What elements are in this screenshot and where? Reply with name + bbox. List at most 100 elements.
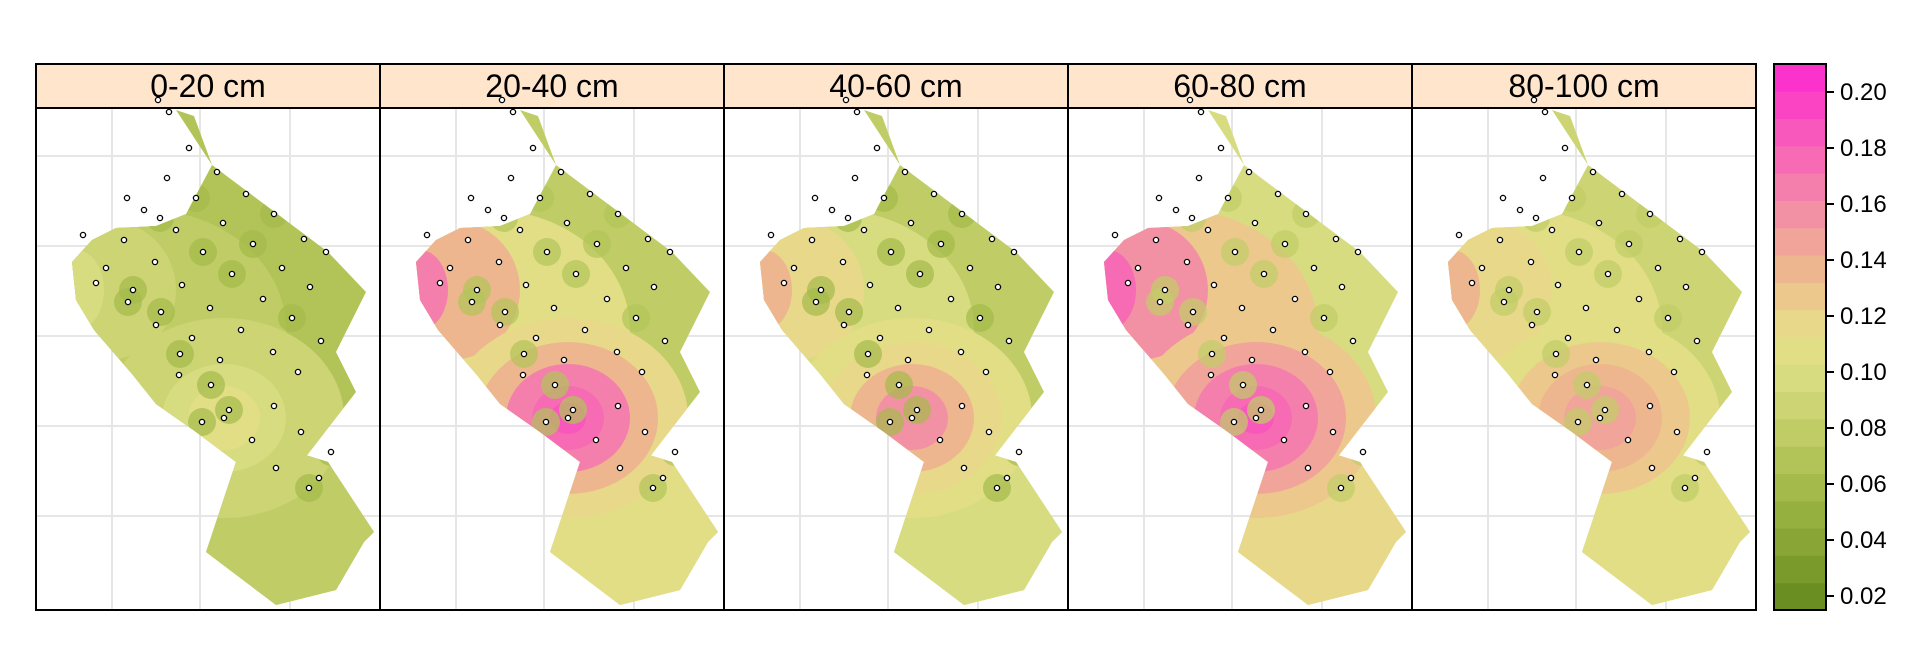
sample-point — [1302, 402, 1310, 410]
sample-point — [1478, 264, 1486, 272]
colorkey-tick-label: 0.20 — [1840, 79, 1887, 106]
sample-point — [542, 418, 550, 426]
sample-point — [1257, 406, 1265, 414]
colorkey-swatch — [1774, 582, 1826, 611]
sample-point — [572, 270, 580, 278]
sample-point — [901, 168, 909, 176]
sample-point — [140, 206, 148, 214]
sample-point — [894, 304, 902, 312]
sample-point — [206, 304, 214, 312]
sample-point — [1654, 264, 1662, 272]
sample-point — [886, 418, 894, 426]
sample-point — [1359, 448, 1367, 456]
colorkey-swatch — [1774, 528, 1826, 556]
sample-point — [887, 248, 895, 256]
field-contour — [760, 250, 792, 330]
colorkey-tick-label: 0.06 — [1840, 471, 1887, 498]
sample-point — [557, 168, 565, 176]
sample-point — [551, 381, 559, 389]
sample-point — [92, 279, 100, 287]
sample-point — [509, 108, 517, 116]
colorkey-swatch — [1774, 255, 1826, 283]
sample-point — [1156, 298, 1164, 306]
sample-point — [1003, 474, 1011, 482]
sample-point — [532, 334, 540, 342]
sample-point — [270, 402, 278, 410]
sample-point — [1347, 474, 1355, 482]
sample-point — [569, 406, 577, 414]
sample-point — [529, 144, 537, 152]
sample-point — [1230, 418, 1238, 426]
sample-point — [1184, 321, 1192, 329]
sample-point — [249, 240, 257, 248]
sample-point — [1582, 304, 1590, 312]
sample-point — [306, 283, 314, 291]
sample-point — [840, 321, 848, 329]
sample-point — [1574, 418, 1582, 426]
sample-point — [1552, 350, 1560, 358]
sample-point — [907, 219, 915, 227]
sample-point — [985, 428, 993, 436]
sample-point — [603, 295, 611, 303]
sample-point — [152, 321, 160, 329]
colorkey-swatch — [1774, 227, 1826, 256]
colorkey: 0.02 0.04 0.06 0.08 0.10 0.12 0.14 0.16 0.18 0.20 — [1773, 63, 1887, 611]
sample-point — [860, 226, 868, 234]
sample-point — [1635, 295, 1643, 303]
sample-point — [1329, 428, 1337, 436]
sample-point — [817, 286, 825, 294]
sample-point — [123, 194, 131, 202]
sample-point — [1589, 168, 1597, 176]
sample-point — [1337, 484, 1345, 492]
sample-point — [1217, 144, 1225, 152]
sample-point — [864, 350, 872, 358]
sample-point — [1601, 406, 1609, 414]
sample-point — [853, 108, 861, 116]
sample-point — [649, 484, 657, 492]
sample-point — [213, 168, 221, 176]
sample-point — [498, 96, 506, 104]
sample-point — [632, 314, 640, 322]
sample-point — [1693, 337, 1701, 345]
sample-point — [446, 264, 454, 272]
sample-point — [958, 210, 966, 218]
field-contour — [416, 250, 448, 330]
colorkey-swatch — [1774, 118, 1826, 147]
sample-point — [1539, 174, 1547, 182]
sample-point — [593, 240, 601, 248]
sample-point — [1172, 206, 1180, 214]
sample-point — [259, 295, 267, 303]
colorkey-swatch — [1774, 500, 1826, 529]
sample-point — [845, 308, 853, 316]
sample-point — [242, 190, 250, 198]
sample-point — [1528, 321, 1536, 329]
panels-group: 0-20 cm 20-40 cm 40-60 cm 60-80 cm 80-100 cm — [35, 63, 1757, 611]
sample-point — [1500, 298, 1508, 306]
sample-point — [1207, 371, 1215, 379]
sample-point — [536, 194, 544, 202]
panel-4: 60-80 cm — [1067, 63, 1413, 611]
sample-point — [1161, 286, 1169, 294]
colorkey-swatch — [1774, 64, 1826, 92]
sample-point — [767, 231, 775, 239]
sample-point — [79, 231, 87, 239]
sample-point — [1111, 231, 1119, 239]
sample-point — [993, 484, 1001, 492]
sample-point — [1124, 279, 1132, 287]
sample-point — [1551, 371, 1559, 379]
sample-point — [564, 414, 572, 422]
sample-point — [129, 286, 137, 294]
sample-point — [120, 236, 128, 244]
sample-point — [960, 464, 968, 472]
sample-point — [1238, 304, 1246, 312]
field-contour — [72, 250, 104, 330]
sample-point — [1596, 414, 1604, 422]
sample-point — [844, 214, 852, 222]
field-contour — [72, 220, 176, 360]
sample-point — [1208, 350, 1216, 358]
sample-point — [622, 264, 630, 272]
sample-point — [248, 436, 256, 444]
sample-point — [543, 248, 551, 256]
sample-point — [519, 371, 527, 379]
sample-point — [1646, 210, 1654, 218]
